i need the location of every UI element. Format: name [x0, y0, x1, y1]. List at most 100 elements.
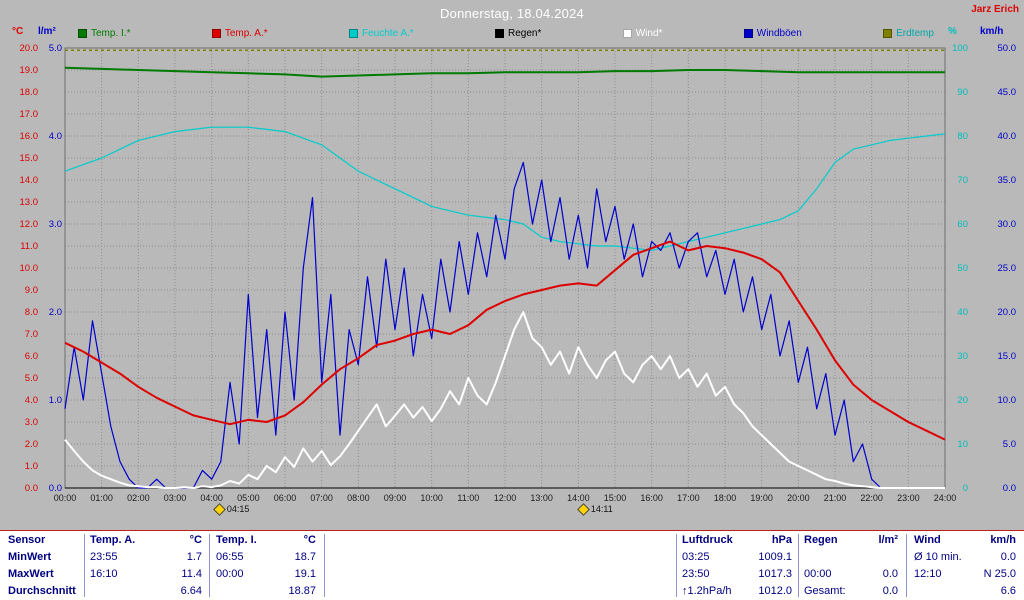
legend-label: Feuchte A.* [361, 28, 414, 39]
legend-item: Regen* [495, 28, 541, 39]
max-time: 00:00 [216, 568, 244, 580]
legend-item: Windböen [743, 28, 802, 39]
avg-value: 6.6 [1000, 585, 1016, 597]
axis-tick-label: 16:00 [640, 493, 663, 503]
axis-tick-label: 03:00 [164, 493, 187, 503]
legend-label: Wind* [635, 28, 663, 39]
sensor-name: Temp. A. [90, 534, 136, 546]
max-time: 00:00 [804, 568, 832, 580]
max-value: 0.0 [882, 568, 898, 580]
axis-tick-label: 10:00 [420, 493, 443, 503]
marker-time: 04:15 [226, 504, 250, 514]
stats-col-temp-a: Temp. A. °C 23:55 1.7 16:10 11.4 6.64 [90, 532, 202, 600]
axis-tick-label: 14.0 [20, 175, 39, 186]
legend-label: Regen* [508, 28, 542, 39]
axis-tick-label: 21:00 [824, 493, 847, 503]
legend-swatch-icon [743, 29, 753, 38]
stats-col-pressure: Luftdruck hPa 03:25 1009.1 23:50 1017.3 ↑1.… [682, 532, 792, 600]
axis-tick-label: 17:00 [677, 493, 700, 503]
axis-tick-label: 23:00 [897, 493, 920, 503]
axis-tick-label: 3.0 [49, 219, 62, 230]
axis-tick-label: 10.0 [998, 395, 1017, 406]
plot-canvas[interactable]: 0.0 1.0 2.0 3.0 4.0 5.0 6.0 7.0 8.0 9.0 10.0 11.0 12… [0, 0, 1024, 530]
axis-tick-label: 19:00 [750, 493, 773, 503]
series-feuchte-a- [64, 126, 946, 251]
sun-marker-icon [212, 502, 226, 516]
axis-tick-label: 0.0 [1003, 483, 1016, 494]
avg-value: 6.64 [180, 585, 202, 597]
axis-tick-label: 0 [963, 483, 968, 494]
max-value: N 25.0 [983, 568, 1016, 580]
axis-tick-label: 07:00 [310, 493, 333, 503]
axis-tick-label: 80 [957, 131, 968, 142]
sensor-unit: °C [303, 534, 316, 546]
axis-tick-label: 8.0 [25, 307, 38, 318]
series-temp-i- [64, 66, 945, 78]
max-value: 1017.3 [758, 568, 792, 580]
axis-tick-label: 5.0 [1003, 439, 1016, 450]
legend-label: Temp. I.* [91, 28, 131, 39]
axis-tick-label: 70 [957, 175, 968, 186]
time-marker: 04:15 [212, 502, 250, 516]
axis-tick-label: 08:00 [347, 493, 370, 503]
legend-item: Wind* [622, 28, 663, 39]
axis-tick-label: 0.0 [25, 483, 38, 494]
legend-item: Temp. I.* [78, 28, 130, 39]
axis-tick-label: 09:00 [384, 493, 407, 503]
sensor-name: Luftdruck [682, 534, 733, 546]
axis-tick-label: 05:00 [237, 493, 260, 503]
table-divider [84, 534, 85, 597]
axis-tick-label: 30 [957, 351, 968, 362]
left-rain-axis-label: l/m² [38, 26, 56, 37]
min-value: 18.7 [294, 551, 316, 563]
total-label: Gesamt: [804, 585, 846, 597]
axis-tick-label: 12:00 [494, 493, 517, 503]
sensor-name: Wind [914, 534, 941, 546]
time-marker: 14:11 [577, 502, 613, 516]
axis-tick-label: 24:00 [934, 493, 957, 503]
axis-tick-label: 10 [957, 439, 968, 450]
stats-header-sensor: Sensor [8, 534, 46, 546]
stats-row-label-avg: Durchschnitt [8, 585, 76, 597]
stats-table: Sensor MinWert MaxWert Durchschnitt Temp… [0, 530, 1024, 600]
axis-tick-label: 18.0 [20, 87, 39, 98]
axis-tick-label: 20 [957, 395, 968, 406]
legend-swatch-icon [883, 29, 893, 38]
min-time: 23:55 [90, 551, 118, 563]
right-humidity-axis-label: % [948, 26, 957, 37]
axis-tick-label: 40.0 [998, 131, 1017, 142]
avg-value: 1012.0 [758, 585, 792, 597]
table-divider [906, 534, 907, 597]
legend-item: Feuchte A.* [348, 28, 414, 39]
sensor-unit: °C [189, 534, 202, 546]
max-time: 12:10 [914, 568, 942, 580]
legend-item: Erdtemp [883, 28, 934, 39]
max-value: 11.4 [181, 568, 202, 580]
axis-tick-label: 35.0 [998, 175, 1017, 186]
axis-tick-label: 17.0 [20, 109, 39, 120]
min-value: 1009.1 [758, 551, 792, 563]
legend-swatch-icon [348, 29, 358, 38]
min-time: 06:55 [216, 551, 244, 563]
axis-tick-label: 1.0 [49, 395, 62, 406]
axis-tick-label: 90 [957, 87, 968, 98]
axis-tick-label: 00:00 [54, 493, 77, 503]
axis-tick-label: 15.0 [20, 153, 39, 164]
series-wind [64, 311, 945, 489]
axis-tick-label: 4.0 [25, 395, 38, 406]
table-divider [209, 534, 210, 597]
axis-tick-label: 14:00 [567, 493, 590, 503]
axis-tick-label: 20.0 [20, 43, 39, 54]
legend-swatch-icon [211, 29, 221, 38]
axis-tick-label: 6.0 [25, 351, 38, 362]
stats-row-label-max: MaxWert [8, 568, 54, 580]
stats-col-rain: Regen l/m² 00:00 0.0 Gesamt: 0.0 [804, 532, 898, 600]
sensor-unit: l/m² [878, 534, 898, 546]
axis-tick-label: 22:00 [860, 493, 883, 503]
stats-col-wind: Wind km/h Ø 10 min. 0.0 12:10 N 25.0 6.6 [914, 532, 1016, 600]
table-divider [676, 534, 677, 597]
time-markers: 04:15 14:11 [0, 502, 1024, 518]
min-time: Ø 10 min. [914, 551, 962, 563]
axis-tick-label: 2.0 [25, 439, 38, 450]
